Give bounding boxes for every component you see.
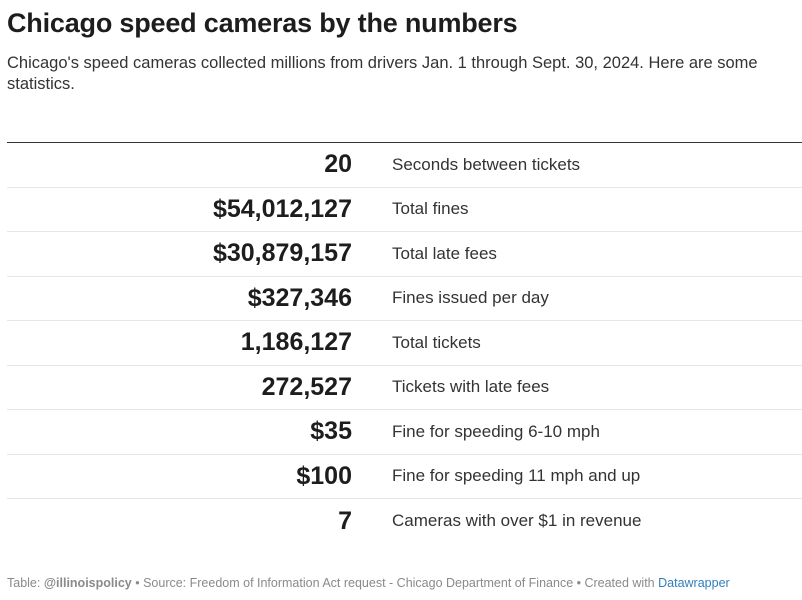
- chart-title: Chicago speed cameras by the numbers: [7, 8, 518, 38]
- stat-label: Fines issued per day: [392, 288, 549, 308]
- footer-table-prefix: Table:: [7, 576, 44, 590]
- table-row: $100 Fine for speeding 11 mph and up: [7, 455, 802, 499]
- stat-value: 7: [338, 506, 352, 535]
- chart-subtitle: Chicago's speed cameras collected millio…: [7, 54, 758, 93]
- table-row: $54,012,127 Total fines: [7, 188, 802, 232]
- stat-label: Total fines: [392, 199, 469, 219]
- table-row: $35 Fine for speeding 6-10 mph: [7, 410, 802, 455]
- footer-source: • Source: Freedom of Information Act req…: [131, 576, 659, 590]
- table-row: 272,527 Tickets with late fees: [7, 366, 802, 410]
- stat-label: Seconds between tickets: [392, 154, 581, 174]
- stat-label: Tickets with late fees: [392, 377, 550, 397]
- stat-value: $30,879,157: [212, 239, 352, 268]
- stat-label: Fine for speeding 11 mph and up: [392, 466, 641, 486]
- footer-handle[interactable]: @illinoispolicy: [43, 576, 132, 590]
- stats-table: 20 Seconds between tickets $54,012,127 Tota…: [7, 142, 802, 544]
- table-row: $327,346 Fines issued per day: [7, 277, 802, 321]
- stat-label: Fine for speeding 6-10 mph: [392, 421, 600, 441]
- footer: Table: @illinoispolicy • Source: Freedom…: [7, 576, 730, 590]
- stat-value: $35: [310, 417, 352, 446]
- stat-value: $327,346: [247, 283, 352, 312]
- stat-value: $54,012,127: [212, 194, 352, 223]
- table-row: 1,186,127 Total tickets: [7, 321, 802, 366]
- stat-label: Total late fees: [392, 243, 497, 263]
- table-row: 7 Cameras with over $1 in revenue: [7, 499, 802, 544]
- stat-value: 20: [324, 150, 352, 179]
- table-row: $30,879,157 Total late fees: [7, 232, 802, 277]
- stat-value: 1,186,127: [240, 328, 352, 357]
- datawrapper-link[interactable]: Datawrapper: [658, 576, 730, 590]
- stat-label: Total tickets: [392, 332, 481, 352]
- chart-container: Chicago speed cameras by the numbers Chi…: [7, 0, 802, 590]
- stat-value: $100: [296, 461, 352, 490]
- stat-label: Cameras with over $1 in revenue: [392, 511, 642, 531]
- table-row: 20 Seconds between tickets: [7, 143, 802, 188]
- stat-value: 272,527: [261, 372, 352, 401]
